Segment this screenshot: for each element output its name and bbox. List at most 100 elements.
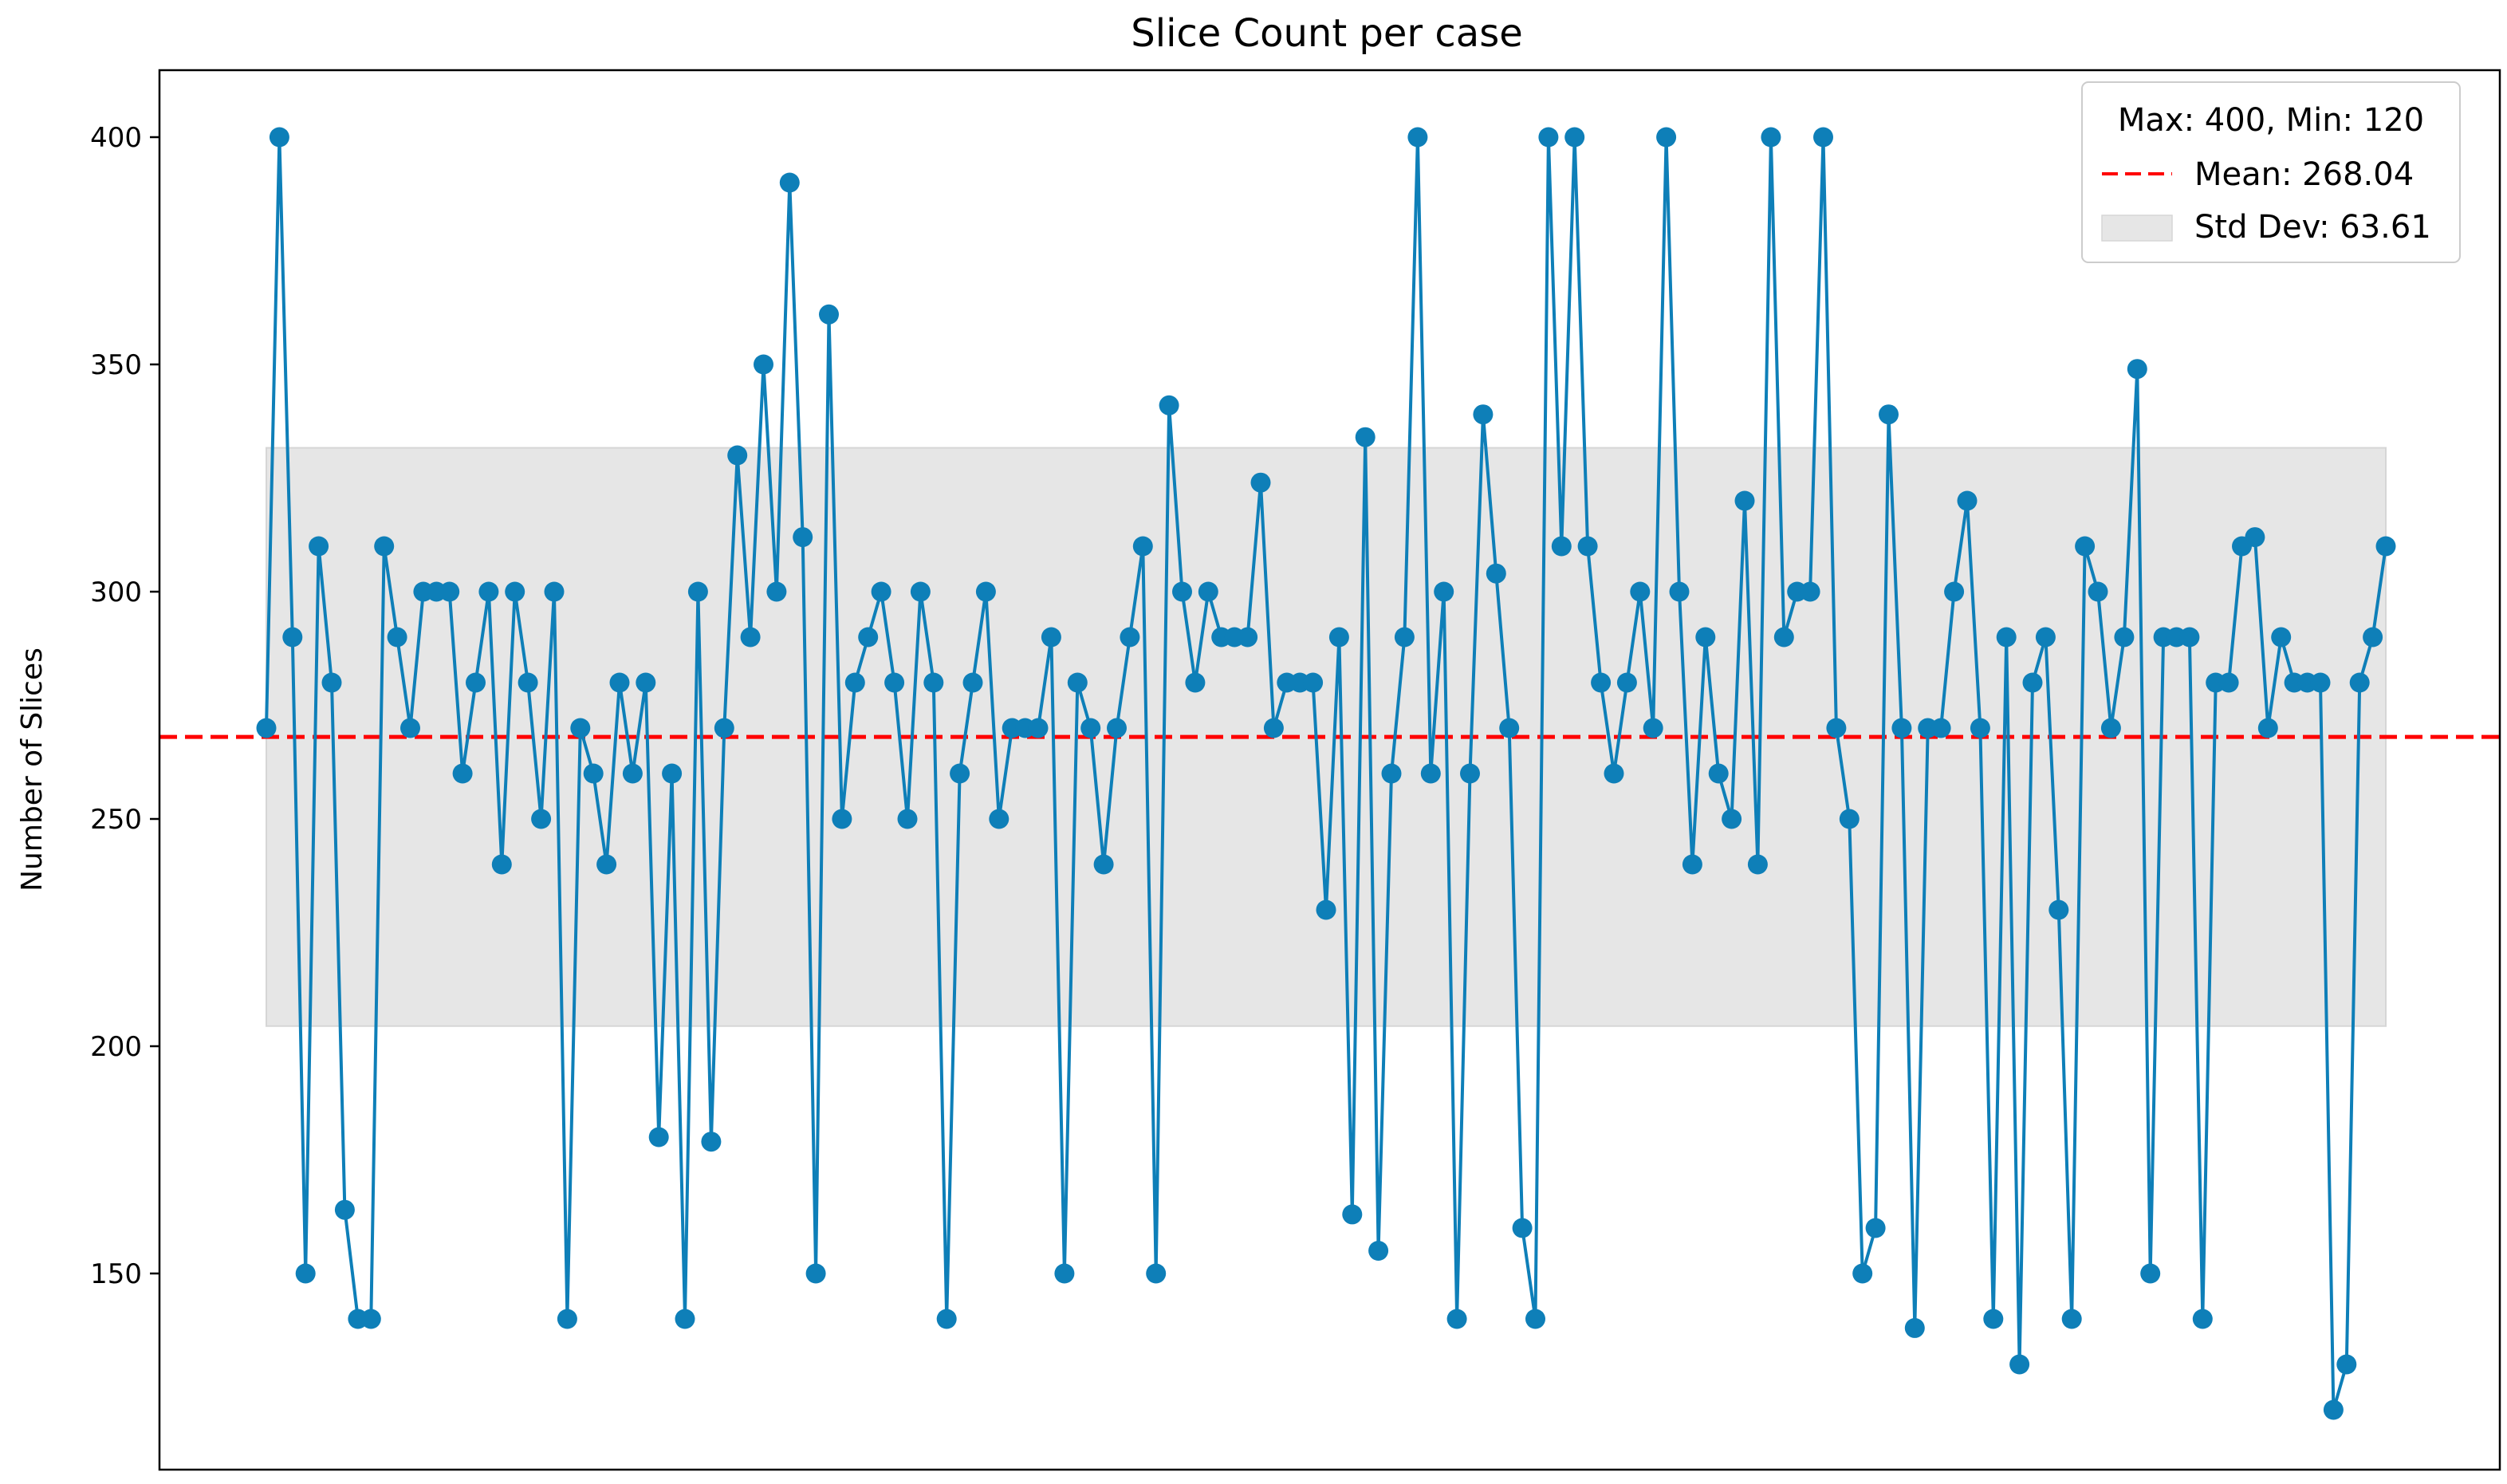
data-point [1643, 718, 1663, 738]
data-point [1551, 536, 1572, 557]
data-point [805, 1263, 826, 1284]
data-point [2061, 1309, 2082, 1329]
data-point [1970, 718, 1990, 738]
data-point [2375, 536, 2396, 557]
data-point [466, 672, 486, 693]
data-point [2349, 672, 2370, 693]
data-point [1499, 718, 1520, 738]
data-point [1093, 854, 1114, 875]
data-point [622, 763, 643, 784]
data-point [897, 809, 918, 829]
data-point [1996, 627, 2017, 648]
data-point [2035, 627, 2056, 648]
data-point [1054, 1263, 1075, 1284]
data-point [1407, 127, 1428, 148]
legend-stats-label: Max: 400, Min: 120 [2118, 102, 2424, 139]
data-point [1067, 672, 1088, 693]
data-point [1577, 536, 1598, 557]
chart-title: Slice Count per case [1131, 11, 1522, 56]
data-point [1316, 899, 1336, 920]
y-tick-label: 400 [90, 122, 142, 154]
plot-area [159, 127, 2500, 1420]
y-tick-label: 200 [90, 1031, 142, 1063]
data-point [1813, 127, 1833, 148]
data-point [1460, 763, 1480, 784]
data-point [701, 1132, 722, 1152]
y-tick-label: 300 [90, 577, 142, 608]
data-point [1342, 1204, 1363, 1225]
y-tick-label: 150 [90, 1258, 142, 1290]
data-point [1080, 718, 1101, 738]
data-point [531, 809, 552, 829]
data-point [923, 672, 944, 693]
data-point [910, 581, 931, 602]
data-point [1486, 563, 1506, 584]
data-point [2336, 1354, 2357, 1375]
data-point [1773, 627, 1794, 648]
data-point [1564, 127, 1585, 148]
data-point [478, 581, 499, 602]
data-point [1238, 627, 1258, 648]
data-point [1879, 404, 1899, 425]
data-point [2310, 672, 2331, 693]
data-point [1891, 718, 1912, 738]
data-point [518, 672, 538, 693]
legend-frame [2081, 81, 2461, 263]
data-point [1473, 404, 1494, 425]
data-point [1512, 1218, 1533, 1238]
data-point [1159, 395, 1179, 415]
y-tick-label: 350 [90, 349, 142, 381]
data-point [1865, 1218, 1886, 1238]
data-point [1708, 763, 1729, 784]
data-point [1263, 718, 1284, 738]
data-point [2075, 536, 2096, 557]
data-point [360, 1309, 381, 1329]
data-point [2323, 1399, 2344, 1420]
data-point [936, 1309, 957, 1329]
data-point [1604, 763, 1624, 784]
data-point [727, 445, 748, 466]
data-point [1682, 854, 1702, 875]
data-point [1722, 809, 1742, 829]
data-point [884, 672, 905, 693]
data-point [2257, 718, 2278, 738]
data-point [282, 627, 303, 648]
data-point [1120, 627, 1140, 648]
data-point [2271, 627, 2292, 648]
y-axis-label: Number of Slices [16, 648, 49, 892]
data-point [1250, 472, 1271, 493]
data-point [1303, 672, 1324, 693]
data-point [570, 718, 591, 738]
data-point [975, 581, 996, 602]
data-point [2009, 1354, 2030, 1375]
data-point [1028, 718, 1049, 738]
data-point [505, 581, 525, 602]
legend: Max: 400, Min: 120 Mean: 268.04 Std Dev:… [2081, 81, 2461, 263]
data-point [1669, 581, 1690, 602]
data-point [1630, 581, 1651, 602]
data-point [1983, 1309, 2004, 1329]
data-point [740, 627, 761, 648]
data-point [1538, 127, 1559, 148]
data-point [871, 581, 891, 602]
data-point [1852, 1263, 1873, 1284]
data-point [950, 763, 970, 784]
legend-std-swatch [2101, 215, 2173, 242]
data-point [754, 354, 773, 375]
data-point [662, 763, 683, 784]
data-point [1944, 581, 1965, 602]
data-point [1761, 127, 1781, 148]
data-point [583, 763, 604, 784]
data-point [1420, 763, 1441, 784]
data-point [1434, 581, 1454, 602]
data-point [844, 672, 865, 693]
data-point [1695, 627, 1716, 648]
legend-std-label: Std Dev: 63.61 [2194, 209, 2431, 246]
data-point [1041, 627, 1061, 648]
data-point [2179, 627, 2200, 648]
data-point [374, 536, 395, 557]
data-point [596, 854, 617, 875]
y-axis: 150 200 250 300 350 400 [90, 122, 159, 1290]
data-point [1198, 581, 1218, 602]
data-point [2192, 1309, 2213, 1329]
